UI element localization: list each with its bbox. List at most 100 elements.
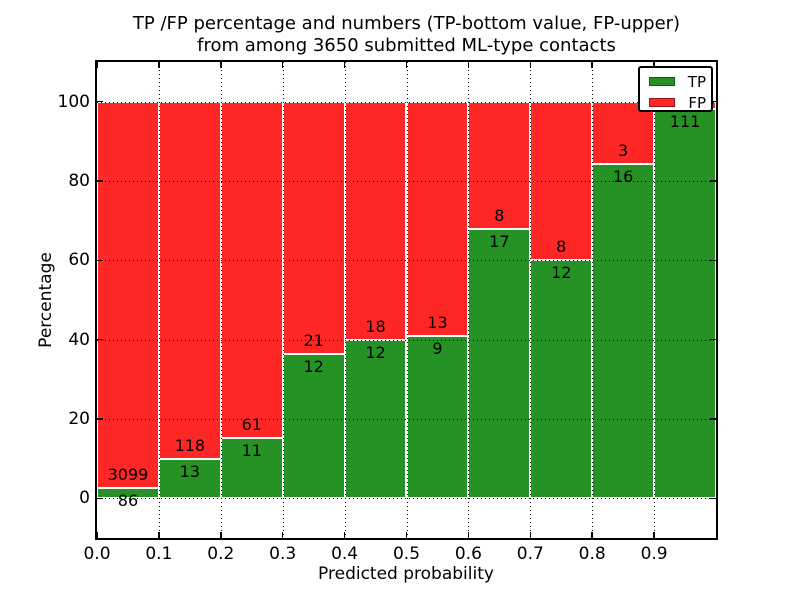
tp-bar-segment: [282, 354, 345, 499]
fp-bar-segment: [344, 101, 407, 340]
tp-bar-segment: [344, 339, 407, 499]
fp-bar-segment: [158, 101, 221, 459]
x-tick-mark: [96, 62, 98, 68]
tp-count-label: 17: [489, 231, 510, 251]
legend: TP FP: [638, 66, 713, 112]
x-tick-label: 0.1: [145, 544, 173, 564]
plot-area: 3099 86 118 13 61 11 21 12 18 12 13 9 8 17 8 12 3 16 111: [95, 60, 718, 540]
tp-count-label: 12: [303, 357, 324, 377]
tp-count-label: 86: [117, 490, 139, 510]
tp-bar-segment: [468, 228, 531, 499]
legend-item-tp: TP: [640, 74, 711, 90]
x-tick-mark: [653, 532, 655, 538]
y-tick-mark: [710, 497, 716, 500]
tp-count-label: 13: [179, 461, 201, 481]
tp-bar-segment: [530, 260, 593, 499]
chart-title-line1: TP /FP percentage and numbers (TP-bottom…: [132, 13, 681, 34]
y-tick-label: 80: [68, 171, 90, 191]
fp-count-label: 13: [427, 313, 448, 333]
tp-count-label: 12: [551, 263, 572, 283]
fp-count-label: 61: [241, 414, 262, 434]
x-tick-mark: [405, 532, 408, 538]
fp-count-label: 8: [494, 205, 505, 225]
x-tick-label: 0.6: [454, 544, 482, 564]
x-tick-label: 0.7: [516, 544, 544, 564]
y-tick-label: 40: [68, 329, 90, 350]
tp-bar-segment: [654, 108, 716, 499]
fp-count-label: 21: [303, 331, 324, 351]
x-tick-mark: [529, 532, 532, 538]
y-tick-mark: [97, 497, 103, 500]
fp-bar-segment: [282, 101, 345, 355]
x-tick-mark: [343, 62, 346, 68]
y-tick-mark: [710, 180, 716, 182]
x-tick-mark: [281, 532, 284, 538]
fp-count-label: 3: [618, 141, 629, 161]
tp-bar-segment: [406, 336, 469, 499]
y-tick-mark: [97, 259, 103, 262]
gridline-vertical: [530, 62, 532, 538]
tp-count-label: 16: [612, 167, 634, 187]
gridline-vertical: [654, 62, 656, 538]
x-tick-label: 0.2: [207, 544, 235, 564]
y-tick-label: 100: [57, 91, 90, 112]
y-tick-mark: [710, 338, 716, 341]
fp-legend-label: FP: [688, 94, 706, 112]
x-tick-label: 0.8: [578, 544, 606, 564]
x-tick-label: 0.9: [640, 544, 668, 564]
x-tick-mark: [529, 62, 532, 68]
fp-bar-segment: [406, 101, 469, 337]
y-tick-mark: [710, 418, 716, 420]
fp-bar-segment: [220, 101, 283, 438]
tp-count-label: 12: [365, 342, 386, 362]
tp-count-label: 111: [669, 111, 701, 131]
gridline-vertical: [592, 62, 594, 538]
x-tick-label: 0.0: [83, 544, 111, 564]
gridline-vertical: [344, 62, 346, 538]
fp-bar-segment: [97, 101, 159, 488]
y-tick-label: 60: [68, 250, 90, 271]
y-tick-mark: [97, 100, 103, 103]
x-tick-mark: [343, 532, 346, 538]
y-tick-label: 0: [79, 488, 90, 509]
y-tick-mark: [97, 418, 103, 420]
x-tick-mark: [158, 62, 160, 68]
legend-item-fp: FP: [640, 95, 711, 111]
fp-count-label: 8: [556, 237, 567, 257]
y-tick-mark: [97, 180, 103, 182]
x-tick-mark: [96, 532, 98, 538]
fp-count-label: 118: [174, 435, 206, 455]
x-tick-mark: [281, 62, 284, 68]
x-tick-mark: [591, 62, 593, 68]
x-tick-label: 0.5: [392, 544, 421, 564]
y-tick-mark: [710, 259, 716, 262]
x-tick-mark: [467, 62, 470, 68]
fp-legend-swatch: [649, 98, 675, 107]
tp-count-label: 9: [432, 339, 443, 359]
y-tick-mark: [97, 338, 103, 341]
gridline-vertical: [220, 62, 222, 538]
fp-bar-segment: [530, 101, 593, 261]
x-tick-mark: [591, 532, 593, 538]
gridline-vertical: [468, 62, 470, 538]
x-axis-label: Predicted probability: [318, 564, 494, 584]
x-tick-mark: [467, 532, 470, 538]
chart-title-line2: from among 3650 submitted ML-type contac…: [197, 35, 616, 56]
x-tick-mark: [405, 62, 408, 68]
x-tick-label: 0.3: [269, 544, 297, 564]
x-tick-mark: [158, 532, 160, 538]
y-tick-label: 20: [68, 409, 90, 429]
x-tick-mark: [653, 62, 655, 68]
gridline-vertical: [282, 62, 284, 538]
x-tick-label: 0.4: [331, 544, 359, 564]
tp-bar-segment: [592, 164, 655, 499]
fp-count-label: 18: [365, 316, 386, 336]
x-tick-mark: [220, 532, 222, 538]
tp-bar-segment: [97, 487, 159, 499]
gridline-vertical: [158, 62, 160, 538]
tp-bar-segment: [158, 458, 221, 499]
gridline-vertical: [406, 62, 408, 538]
x-tick-mark: [220, 62, 222, 68]
fp-count-label: 3099: [107, 464, 149, 484]
